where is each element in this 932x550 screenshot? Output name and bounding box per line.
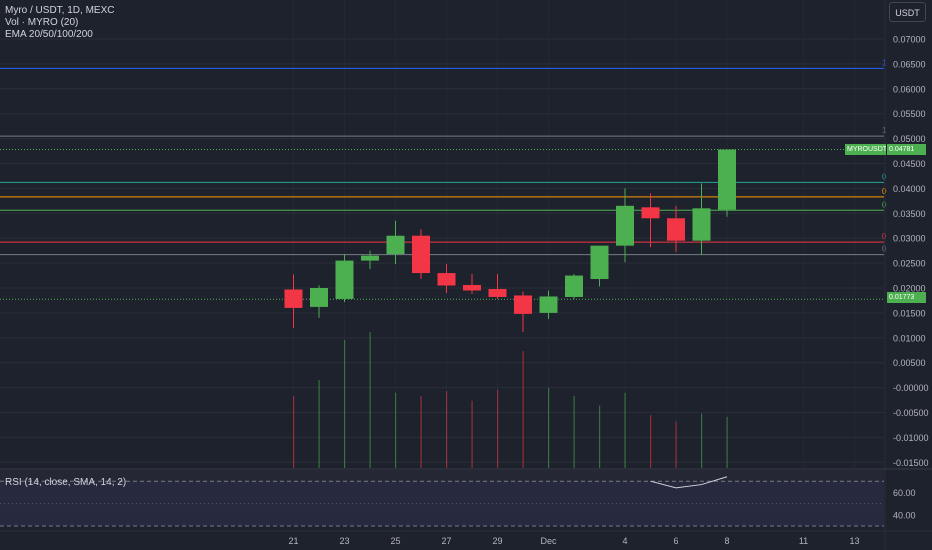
price-tick-label: 0.04000 (893, 184, 926, 194)
currency-button[interactable]: USDT (889, 2, 926, 22)
volume-bar (293, 396, 295, 468)
price-axis[interactable]: 0.07000 0.06500 0.06000 0.05500 0.05000 0.045… (884, 0, 929, 550)
time-tick-label: Dec (540, 536, 557, 546)
volume-bar (497, 389, 499, 468)
price-tick-label: -0.00500 (893, 408, 929, 418)
price-tick-label: 0.00500 (893, 358, 926, 368)
time-tick-label: 21 (288, 536, 298, 546)
price-tick-label: 0.02000 (893, 284, 926, 294)
volume-bar (369, 332, 371, 468)
time-tick-label: 29 (492, 536, 502, 546)
volume-bar (701, 413, 703, 468)
price-tick-label: 0.01500 (893, 308, 926, 318)
volume-bar (471, 400, 473, 468)
volume-bar (420, 396, 422, 468)
candle-body (667, 218, 685, 241)
volume-bar (446, 391, 448, 468)
volume-bar (344, 340, 346, 468)
candle-body (616, 205, 634, 246)
candle-body (565, 275, 583, 297)
chart-legend: Myro / USDT, 1D, MEXC Vol · MYRO (20) EM… (5, 5, 114, 41)
volume-bar (522, 351, 524, 468)
time-tick-label: 11 (799, 536, 808, 546)
candle-body (386, 235, 405, 255)
price-tick-label: 0.06000 (893, 84, 926, 94)
candle-body (488, 288, 507, 297)
symbol-title[interactable]: Myro / USDT, 1D, MEXC (5, 5, 115, 16)
time-tick-label: 4 (622, 536, 627, 546)
candle-body (641, 207, 660, 219)
candle-body (437, 273, 456, 286)
volume-bar (548, 388, 550, 468)
time-tick-label: 25 (390, 536, 400, 546)
candle-body (284, 289, 303, 308)
time-axis[interactable]: 21 23 25 27 29 Dec 4 6 8 11 13 (0, 530, 932, 546)
volume-bar (599, 405, 601, 468)
price-tick-label: 0.02500 (893, 259, 926, 269)
time-tick-label: 27 (441, 536, 451, 546)
candles (284, 149, 736, 332)
time-tick-label: 23 (339, 536, 349, 546)
symbol-price-tag: MYROUSDT (845, 144, 886, 155)
time-tick-label: 6 (673, 536, 678, 546)
volume-bar (573, 396, 575, 468)
volume-indicator-title[interactable]: Vol · MYRO (20) (5, 17, 79, 28)
volume-bar (318, 380, 320, 468)
price-tick-label: 0.05500 (893, 109, 926, 119)
price-tick-label: -0.01000 (893, 433, 929, 443)
rsi-line (650, 476, 728, 489)
price-tick-label: 0.05000 (893, 134, 926, 144)
volume-bar (395, 392, 397, 468)
price-tick-label: 0.06500 (893, 59, 926, 69)
ema-indicator-title[interactable]: EMA 20/50/100/200 (5, 29, 93, 40)
candle-body (692, 208, 711, 241)
volume-bar (650, 415, 652, 468)
candle-body (539, 296, 558, 313)
candle-body (335, 260, 354, 299)
candle-body (514, 295, 532, 314)
price-tick-label: 0.03500 (893, 209, 926, 219)
volume-bar (675, 421, 677, 468)
candle-body (412, 235, 430, 274)
price-tick-label: -0.01500 (893, 458, 929, 468)
price-tick-label: 0.01000 (893, 333, 926, 343)
level-price-tag: 0.01773 (887, 292, 926, 303)
volume-bar (624, 392, 626, 468)
rsi-tick-label: 60.00 (893, 488, 916, 498)
time-tick-label: 13 (849, 536, 859, 546)
last-price-tag: 0.04781 (887, 144, 926, 155)
price-tick-label: -0.00000 (893, 383, 929, 393)
candle-body (463, 285, 481, 291)
volume-bar (726, 416, 728, 468)
time-tick-label: 8 (724, 536, 729, 546)
price-tick-label: 0.03000 (893, 234, 926, 244)
candle-body (590, 245, 609, 280)
candle-body (310, 288, 328, 307)
candle-body (718, 149, 736, 210)
rsi-tick-label: 40.00 (893, 510, 916, 520)
candle-body (361, 255, 379, 261)
price-tick-label: 0.04500 (893, 159, 926, 169)
volume-bars (293, 332, 728, 468)
rsi-pane (0, 468, 932, 527)
rsi-indicator-title[interactable]: RSI (14, close, SMA, 14, 2) (5, 477, 127, 488)
price-tick-label: 0.07000 (893, 35, 926, 45)
